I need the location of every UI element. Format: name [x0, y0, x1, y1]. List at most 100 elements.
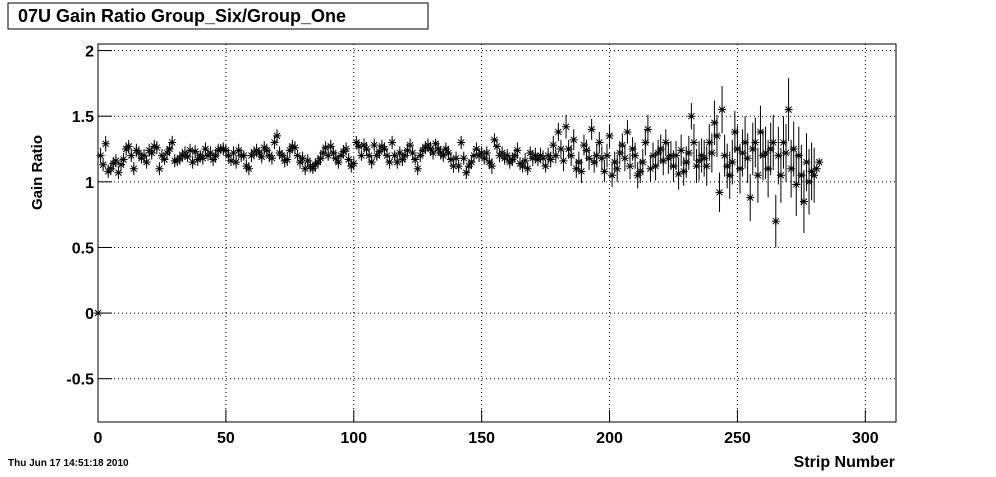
marker — [467, 158, 476, 167]
marker — [682, 158, 691, 167]
marker — [503, 151, 512, 160]
marker — [531, 151, 540, 160]
marker — [633, 171, 642, 180]
marker — [298, 154, 307, 163]
marker — [321, 143, 330, 152]
marker — [449, 162, 458, 171]
marker — [219, 145, 228, 153]
marker — [124, 142, 133, 151]
marker — [406, 141, 415, 150]
x-tick-label: 250 — [724, 430, 751, 447]
marker — [602, 151, 611, 160]
marker — [595, 138, 604, 147]
marker — [482, 148, 491, 157]
y-tick-label: -0.5 — [66, 372, 94, 389]
marker — [615, 148, 624, 157]
marker — [585, 154, 594, 163]
marker — [134, 148, 143, 157]
marker — [229, 148, 238, 157]
marker — [541, 162, 550, 171]
marker — [119, 155, 128, 164]
marker — [280, 156, 289, 165]
marker — [160, 155, 169, 164]
marker — [288, 142, 297, 151]
marker — [147, 148, 156, 157]
y-tick-label: 1 — [85, 175, 94, 192]
marker — [735, 164, 744, 173]
marker — [336, 151, 345, 160]
x-tick-label: 300 — [852, 430, 879, 447]
marker — [812, 164, 821, 173]
marker — [441, 145, 450, 153]
marker — [715, 188, 724, 197]
marker — [431, 139, 440, 148]
marker — [155, 164, 164, 173]
marker — [296, 158, 305, 167]
marker — [684, 148, 693, 157]
marker — [815, 158, 824, 167]
marker — [198, 154, 207, 163]
marker — [96, 151, 105, 160]
marker — [725, 171, 734, 180]
marker — [513, 146, 522, 155]
marker — [774, 151, 783, 160]
marker — [784, 105, 793, 114]
marker — [423, 141, 432, 150]
marker — [370, 141, 379, 150]
marker — [395, 148, 404, 157]
marker — [562, 122, 571, 131]
marker — [485, 158, 494, 167]
marker — [209, 155, 218, 164]
x-tick-label: 50 — [217, 430, 235, 447]
x-tick-label: 200 — [596, 430, 623, 447]
marker — [316, 154, 325, 163]
marker — [390, 151, 399, 160]
marker — [255, 148, 264, 157]
marker — [270, 138, 279, 147]
marker — [214, 146, 223, 155]
marker — [411, 155, 420, 164]
marker — [771, 217, 780, 226]
marker — [342, 145, 351, 153]
marker — [372, 151, 381, 160]
marker — [426, 145, 435, 153]
marker — [656, 145, 665, 153]
marker — [329, 148, 338, 157]
marker — [626, 162, 634, 171]
marker — [168, 138, 177, 147]
marker — [666, 151, 675, 160]
marker — [567, 151, 576, 160]
marker — [679, 167, 688, 176]
marker — [533, 155, 542, 164]
marker — [677, 146, 686, 155]
marker — [723, 162, 732, 171]
marker — [526, 148, 535, 157]
marker — [201, 145, 210, 153]
marker — [587, 125, 596, 134]
marker — [523, 164, 532, 173]
marker — [464, 162, 473, 171]
marker — [114, 168, 123, 177]
marker — [733, 145, 742, 153]
marker — [608, 171, 617, 180]
marker — [672, 151, 681, 160]
marker — [163, 148, 172, 157]
marker — [331, 154, 340, 163]
marker — [416, 151, 425, 160]
marker — [720, 151, 729, 160]
marker — [362, 145, 371, 153]
marker — [518, 162, 527, 171]
marker — [157, 151, 166, 160]
marker — [186, 146, 195, 155]
marker — [444, 148, 453, 157]
marker — [380, 145, 389, 153]
marker — [150, 142, 159, 151]
marker — [631, 151, 640, 160]
marker — [782, 148, 791, 157]
marker — [334, 158, 343, 167]
timestamp: Thu Jun 17 14:51:18 2010 — [8, 458, 129, 469]
marker — [257, 152, 266, 161]
marker — [472, 145, 481, 153]
marker — [477, 148, 486, 157]
